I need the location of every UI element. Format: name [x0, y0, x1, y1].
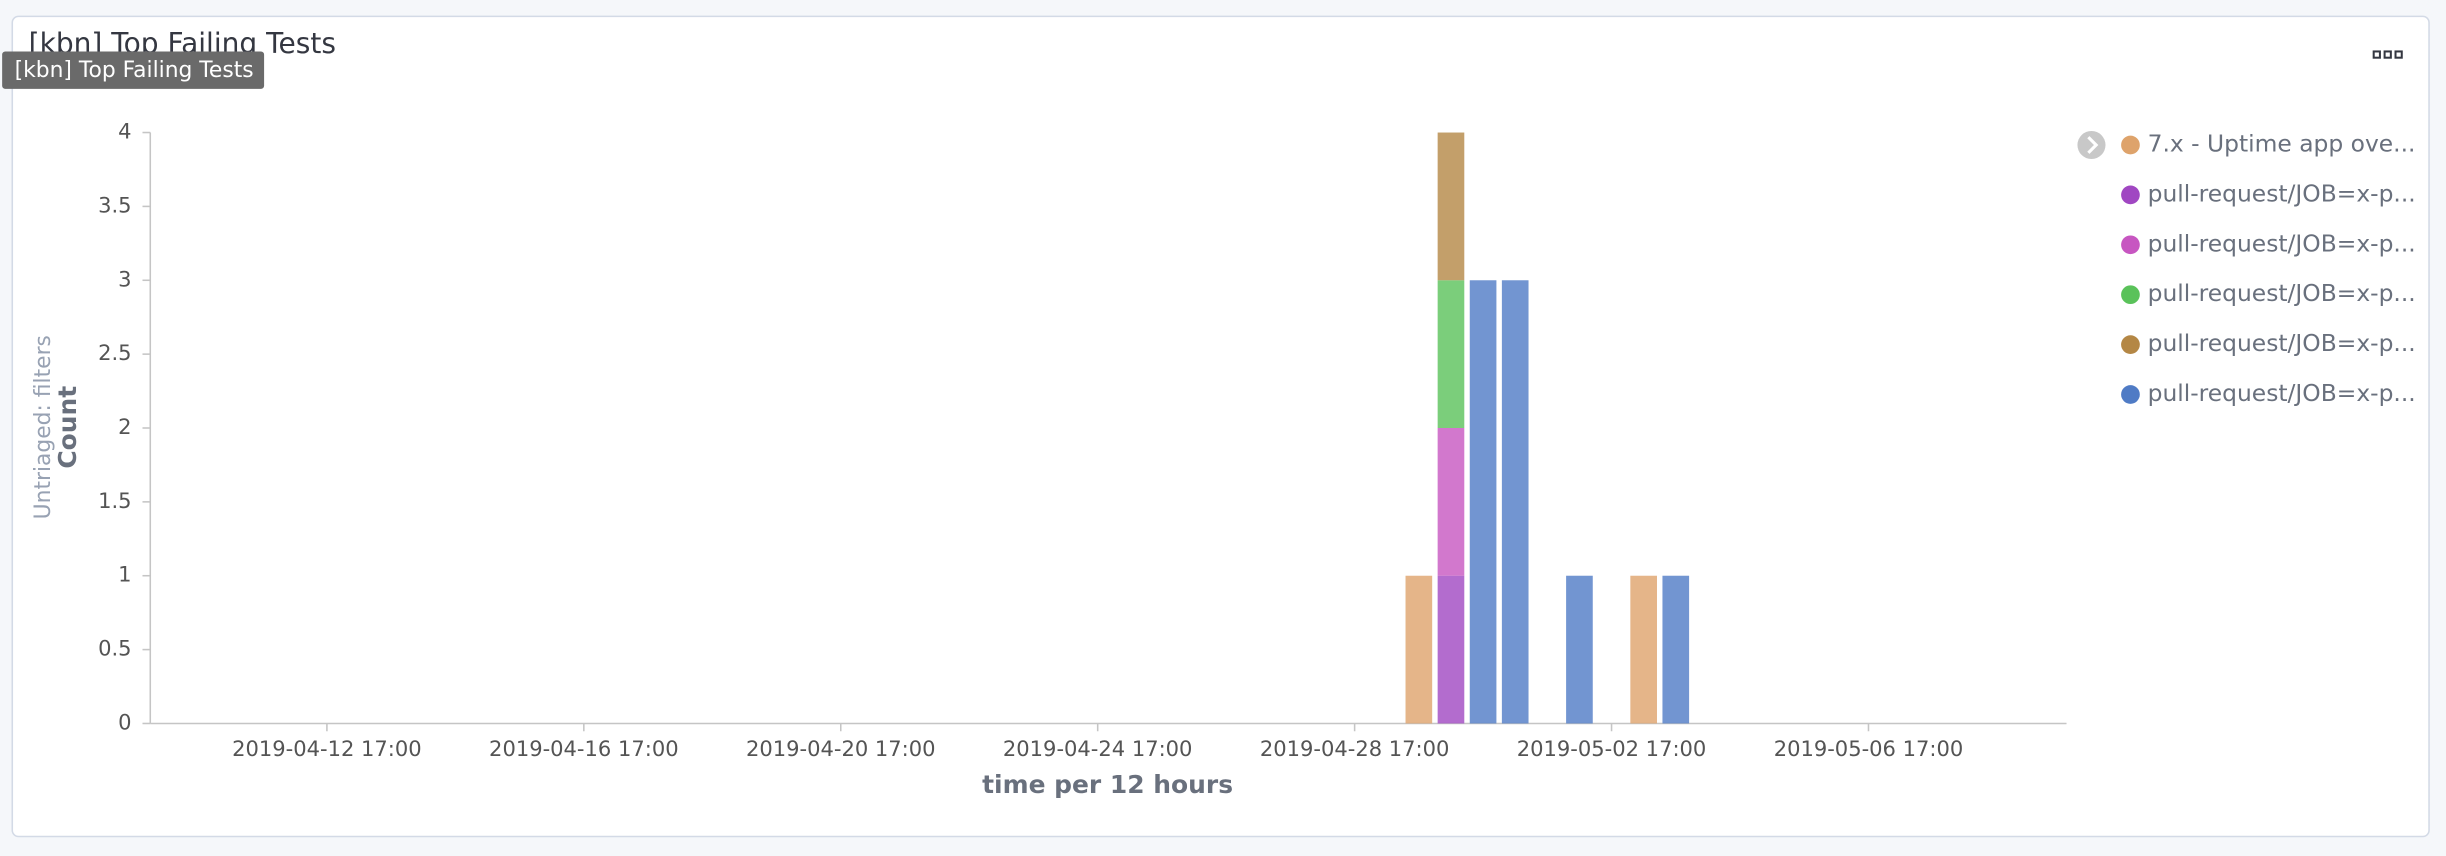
legend-label[interactable]: pull-request/JOB=x-p...	[2148, 279, 2416, 307]
y-tick-label: 2	[118, 414, 131, 439]
bar-segment	[1437, 132, 1465, 281]
x-tick-label: 2019-04-20 17:00	[746, 736, 936, 761]
bar-segment	[1501, 280, 1529, 724]
x-tick-label: 2019-05-06 17:00	[1774, 736, 1964, 761]
y-tick-label: 0.5	[98, 636, 131, 661]
legend-swatch[interactable]	[2121, 235, 2140, 255]
legend-label[interactable]: pull-request/JOB=x-p...	[2148, 229, 2416, 257]
y-tick-label: 1.5	[98, 488, 131, 513]
x-tick-label: 2019-05-02 17:00	[1517, 736, 1707, 761]
y-tick-label: 3.5	[98, 192, 131, 217]
legend-swatch[interactable]	[2121, 385, 2140, 404]
legend-swatch[interactable]	[2121, 285, 2140, 305]
x-tick-label: 2019-04-28 17:00	[1260, 736, 1450, 761]
x-axis-title: time per 12 hours	[982, 770, 1233, 799]
bar-segment	[1630, 575, 1657, 724]
legend-swatch[interactable]	[2121, 335, 2140, 354]
legend-label[interactable]: 7.x - Uptime app ove...	[2148, 130, 2416, 158]
panel-menu[interactable]	[2372, 50, 2403, 59]
panel	[11, 15, 2430, 838]
bar-segment	[1566, 575, 1593, 724]
bar-segment	[1405, 575, 1433, 724]
bar-segment	[1469, 280, 1497, 724]
x-tick-label: 2019-04-16 17:00	[489, 736, 679, 761]
split-label: Untriaged: filters	[31, 335, 56, 519]
tooltip: [kbn] Top Failing Tests	[15, 58, 254, 83]
legend-swatch[interactable]	[2121, 185, 2140, 205]
legend-toggle[interactable]	[2077, 130, 2106, 160]
legend-label[interactable]: pull-request/JOB=x-p...	[2148, 329, 2416, 357]
bar-segment	[1437, 280, 1465, 428]
legend-label[interactable]: pull-request/JOB=x-p...	[2148, 379, 2416, 407]
x-tick-label: 2019-04-12 17:00	[232, 736, 422, 761]
x-tick-label: 2019-04-24 17:00	[1003, 736, 1193, 761]
legend-label[interactable]: pull-request/JOB=x-p...	[2148, 179, 2416, 207]
tooltip-box	[2, 51, 265, 89]
y-tick-label: 3	[118, 266, 131, 291]
bar-segment	[1437, 428, 1465, 576]
y-tick-label: 2.5	[98, 340, 131, 365]
y-axis-title: Count	[53, 386, 82, 469]
y-tick-label: 1	[118, 562, 131, 587]
bar-segment	[1662, 575, 1690, 724]
bar-segment	[1437, 575, 1465, 724]
y-tick-label: 4	[118, 119, 131, 144]
legend-swatch[interactable]	[2121, 135, 2140, 155]
y-tick-label: 0	[118, 709, 131, 734]
